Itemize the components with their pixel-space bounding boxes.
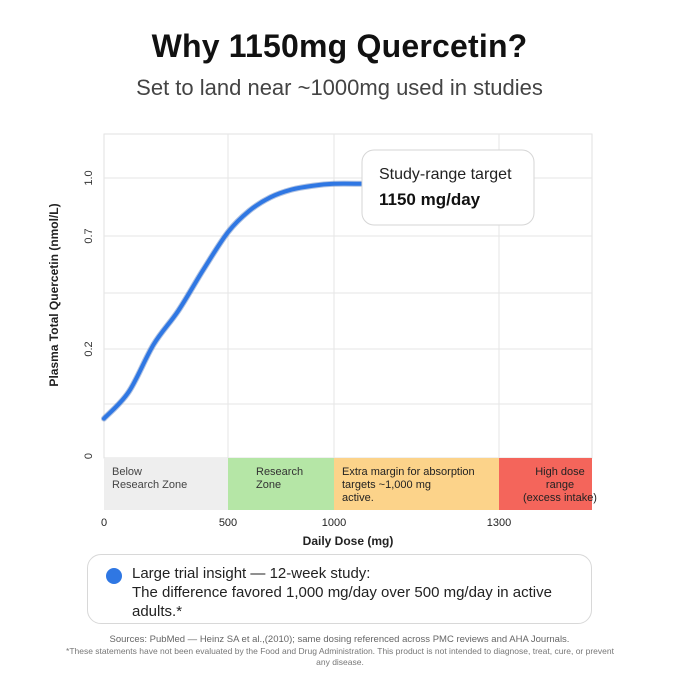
zone-band bbox=[104, 458, 228, 510]
page-subtitle: Set to land near ~1000mg used in studies bbox=[136, 75, 543, 100]
y-axis-label: Plasma Total Quercetin (nmol/L) bbox=[47, 203, 61, 386]
x-axis-label: Daily Dose (mg) bbox=[303, 534, 394, 548]
page-title: Why 1150mg Quercetin? bbox=[151, 28, 528, 64]
x-tick-label: 500 bbox=[219, 517, 237, 529]
callout-label: Study-range target bbox=[379, 166, 512, 183]
zone-label: Below bbox=[112, 466, 142, 478]
zone-label: range bbox=[546, 479, 574, 491]
callout-box bbox=[361, 149, 535, 226]
sources-text: Sources: PubMed — Heinz SA et al.,(2010)… bbox=[109, 634, 570, 645]
bullet-dot-icon bbox=[106, 568, 122, 584]
y-tick-label: 0.2 bbox=[83, 341, 95, 356]
x-tick-label: 0 bbox=[101, 517, 107, 529]
insight-body: The difference favored 1,000 mg/day over… bbox=[132, 584, 552, 620]
zone-label: (excess intake) bbox=[523, 492, 597, 504]
callout-value: 1150 mg/day bbox=[379, 190, 481, 209]
zone-label: targets ~1,000 mg bbox=[342, 479, 431, 491]
y-tick-label: 1.0 bbox=[83, 170, 95, 185]
insight-card: Large trial insight — 12-week study: The… bbox=[87, 554, 592, 624]
zone-label: Zone bbox=[256, 479, 281, 491]
zone-label: Research bbox=[256, 466, 303, 478]
zone-label: High dose bbox=[535, 466, 585, 478]
zone-band bbox=[499, 458, 592, 510]
zone-label: Extra margin for absorption bbox=[342, 466, 475, 478]
insight-heading: Large trial insight — 12-week study: bbox=[132, 565, 371, 582]
y-tick-label: 0.7 bbox=[83, 228, 95, 243]
series-line bbox=[102, 181, 364, 421]
y-tick-label: 0 bbox=[83, 453, 95, 459]
x-tick-label: 1000 bbox=[322, 517, 346, 529]
zone-band bbox=[228, 458, 334, 510]
x-tick-label: 1300 bbox=[487, 517, 511, 529]
zone-label: Research Zone bbox=[112, 479, 187, 491]
fda-disclaimer: *These statements have not been evaluate… bbox=[66, 646, 614, 667]
zone-label: active. bbox=[342, 492, 374, 504]
zone-band bbox=[334, 458, 499, 510]
